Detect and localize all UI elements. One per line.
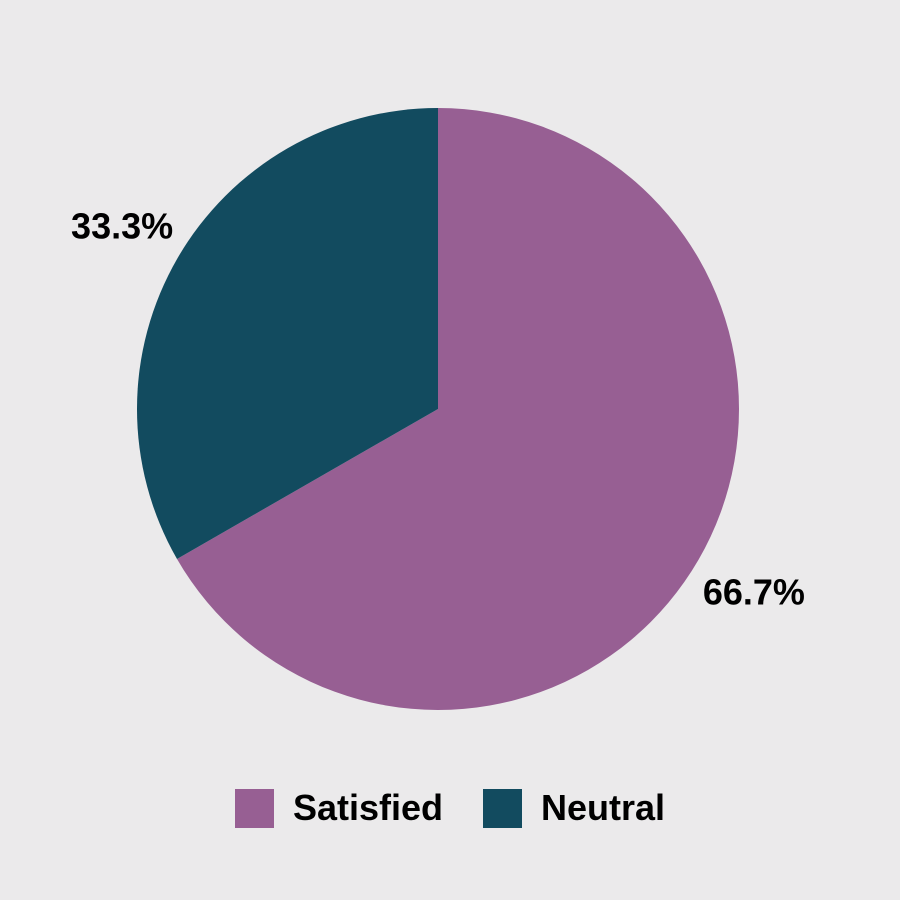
legend: Satisfied Neutral bbox=[0, 780, 900, 836]
legend-swatch-neutral bbox=[483, 788, 522, 828]
pie-slice-satisfied bbox=[177, 108, 739, 710]
legend-item-neutral: Neutral bbox=[483, 787, 665, 829]
slice-label-neutral: 33.3% bbox=[71, 206, 173, 247]
legend-label-neutral: Neutral bbox=[541, 787, 666, 828]
slice-label-satisfied: 66.7% bbox=[703, 571, 805, 612]
legend-swatch-satisfied bbox=[234, 788, 274, 828]
legend-label-satisfied: Satisfied bbox=[292, 787, 443, 828]
pie-slice-neutral bbox=[136, 108, 438, 559]
legend-item-satisfied: Satisfied bbox=[234, 787, 443, 829]
